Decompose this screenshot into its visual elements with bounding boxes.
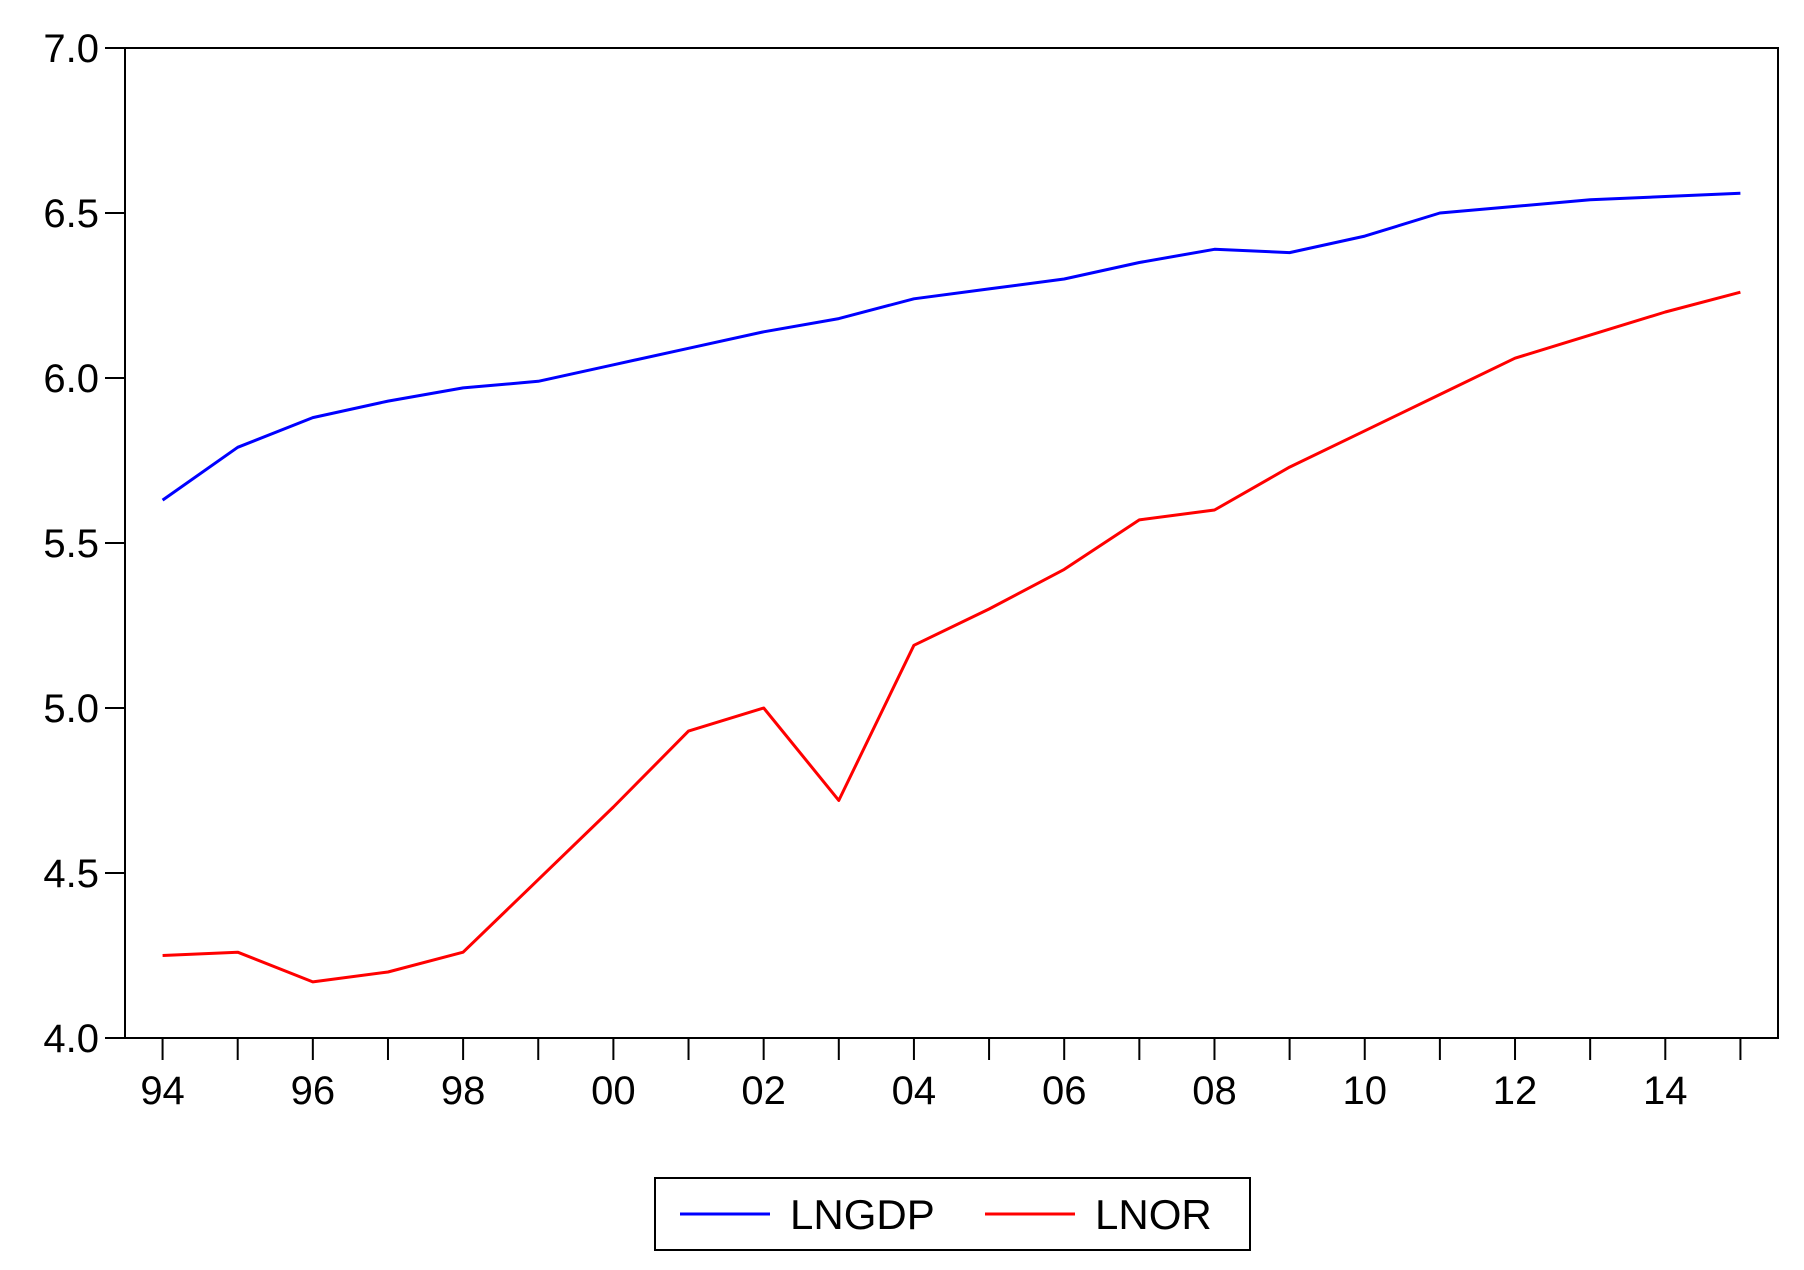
- x-tick-label: 12: [1493, 1069, 1538, 1113]
- x-tick-label: 06: [1042, 1069, 1087, 1113]
- x-axis: 94 96 98 00 02 04 06 08 10 12 14: [140, 1038, 1742, 1113]
- y-axis: 4.0 4.5 5.0 5.5 6.0 6.5 7.0: [43, 27, 125, 1061]
- x-tick-label: 00: [591, 1069, 636, 1113]
- x-tick-label: 98: [441, 1069, 486, 1113]
- legend: LNGDP LNOR: [654, 1177, 1251, 1251]
- x-tick-label: 10: [1343, 1069, 1388, 1113]
- x-tick-label: 02: [741, 1069, 786, 1113]
- x-tick-label: 96: [291, 1069, 336, 1113]
- x-tick-label: 04: [892, 1069, 937, 1113]
- y-tick-label: 5.5: [43, 522, 99, 566]
- y-tick-label: 4.5: [43, 852, 99, 896]
- y-tick-label: 6.0: [43, 357, 99, 401]
- x-tick-label: 94: [140, 1069, 185, 1113]
- plot-area: [124, 47, 1779, 1039]
- series-line-lnor: [162, 290, 1741, 984]
- y-tick-label: 6.5: [43, 192, 99, 236]
- y-tick-label: 4.0: [43, 1017, 99, 1061]
- y-tick-label: 7.0: [43, 27, 99, 71]
- x-tick-label: 14: [1643, 1069, 1688, 1113]
- legend-label-lnor: LNOR: [1095, 1191, 1212, 1238]
- series-line-lngdp: [161, 191, 1741, 502]
- legend-label-lngdp: LNGDP: [790, 1191, 935, 1238]
- x-tick-label: 08: [1192, 1069, 1237, 1113]
- series-layer: [161, 191, 1741, 984]
- y-tick-label: 5.0: [43, 687, 99, 731]
